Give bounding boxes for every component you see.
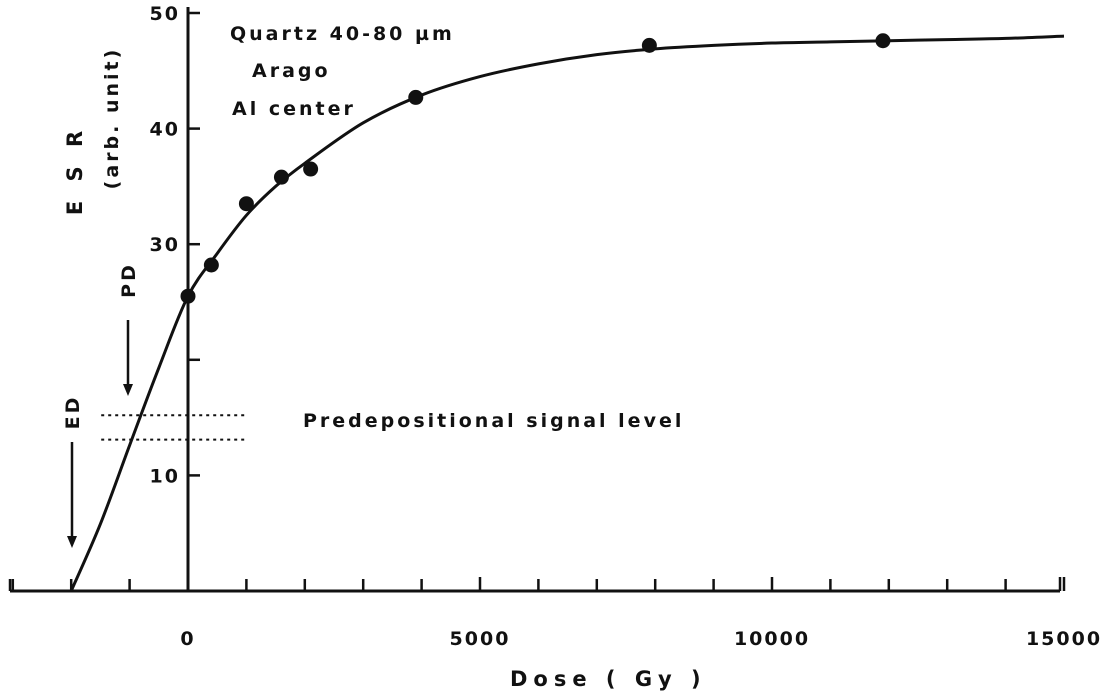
chart-title: Quartz 40-80 µm	[230, 23, 455, 45]
y-axis-unit: (arb. unit)	[101, 47, 123, 190]
data-point	[238, 196, 254, 212]
data-point	[273, 169, 289, 185]
y-tick-label: 40	[150, 119, 180, 141]
fit-curve	[69, 34, 1065, 592]
subtitle-line-1: Arago	[252, 60, 331, 82]
data-point	[875, 33, 891, 49]
y-tick-label: 50	[150, 3, 180, 25]
reference-lines	[101, 414, 247, 441]
x-tick-label: 10000	[734, 628, 810, 650]
marker-arrow-head	[67, 536, 77, 548]
x-tick-label: 15000	[1026, 628, 1102, 650]
reference-line-label: Predepositional signal level	[303, 410, 684, 432]
subtitle-line-2: Al center	[232, 98, 356, 120]
dose-markers: PD ED	[62, 262, 140, 548]
marker-arrow-head	[123, 384, 133, 396]
data-points	[180, 33, 891, 304]
ticks: 0 5000 10000 15000 10 30 40 50	[8, 3, 1102, 650]
data-point	[180, 288, 196, 304]
data-point	[303, 161, 319, 177]
data-point	[408, 89, 424, 105]
y-axis-title: E S R	[63, 125, 87, 215]
data-point	[641, 37, 657, 53]
y-tick-label: 30	[150, 234, 180, 256]
data-point	[203, 257, 219, 273]
marker-label: PD	[118, 262, 140, 298]
marker-label: ED	[62, 395, 84, 430]
x-tick-label: 5000	[450, 628, 511, 650]
x-axis-title: Dose ( Gy )	[510, 667, 707, 691]
axes	[10, 7, 1060, 593]
x-tick-label: 0	[180, 628, 195, 650]
y-tick-label: 10	[150, 465, 180, 487]
